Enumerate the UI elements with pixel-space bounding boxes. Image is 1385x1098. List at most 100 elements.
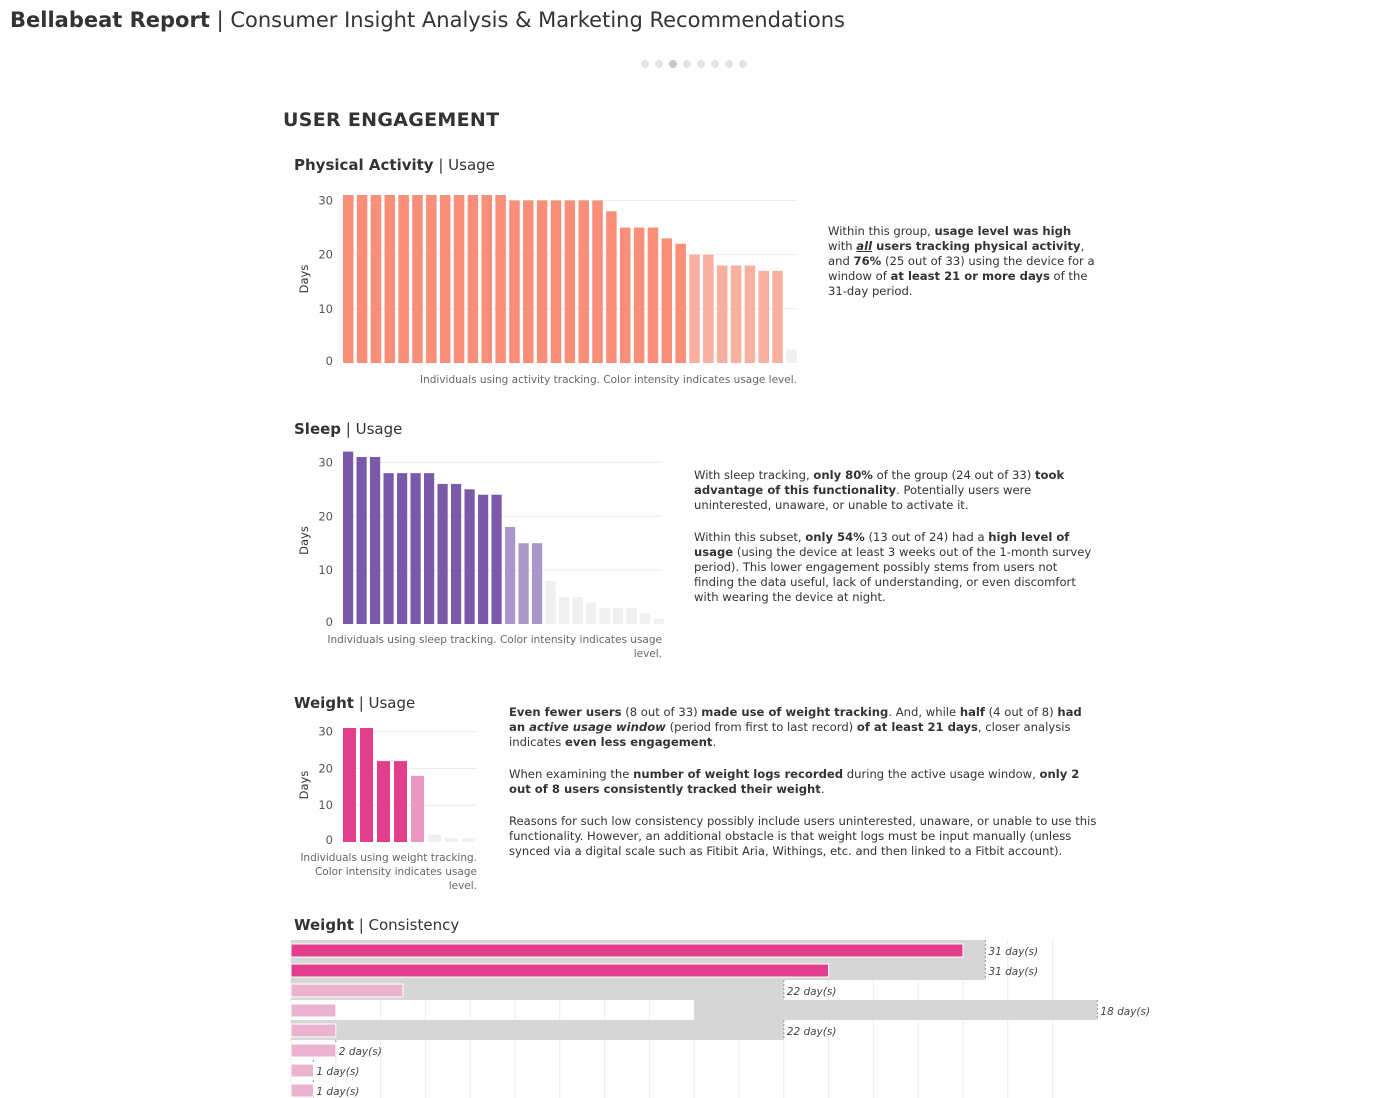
bar xyxy=(661,238,673,363)
bar xyxy=(758,270,769,363)
bar xyxy=(744,265,756,363)
y-tick-label: 0 xyxy=(326,833,333,847)
y-tick-label: 30 xyxy=(318,193,333,207)
pager-dot[interactable] xyxy=(669,60,677,68)
weight-usage-chart: 0 10 20 30 Days Individuals using weight trac… xyxy=(297,725,477,892)
pager-dot[interactable] xyxy=(697,60,705,68)
weight-log-bar xyxy=(290,1063,314,1078)
bar xyxy=(647,227,659,363)
bar xyxy=(383,473,394,624)
bar xyxy=(572,597,583,624)
bar xyxy=(464,489,475,624)
window-label: 22 day(s) xyxy=(787,1026,837,1038)
y-tick-label: 10 xyxy=(318,302,333,316)
report-title-bold: Bellabeat Report xyxy=(10,8,210,32)
bar xyxy=(703,254,714,363)
consistency-title-bold: Weight xyxy=(294,916,354,934)
bar xyxy=(675,243,686,363)
y-tick-label: 10 xyxy=(318,563,333,577)
bar xyxy=(653,618,664,624)
pager-dot[interactable] xyxy=(725,60,733,68)
report-title: Bellabeat Report | Consumer Insight Anal… xyxy=(10,8,845,32)
consistency-chart-title: Weight | Consistency xyxy=(294,916,459,934)
weight-log-bar xyxy=(290,1083,314,1098)
bar xyxy=(478,494,489,624)
pager-dot[interactable] xyxy=(711,60,719,68)
pager-dot[interactable] xyxy=(641,60,649,68)
bar xyxy=(592,200,603,363)
sleep-chart-title: Sleep | Usage xyxy=(294,420,402,438)
bar xyxy=(532,543,543,624)
bar xyxy=(786,349,797,363)
bar xyxy=(689,254,700,363)
bar xyxy=(599,607,610,624)
window-label: 2 day(s) xyxy=(339,1046,382,1058)
weight-title-rest: | Usage xyxy=(353,694,416,712)
bar xyxy=(451,483,462,624)
bar xyxy=(397,473,408,624)
bar xyxy=(370,195,382,363)
bar xyxy=(586,602,597,624)
bar xyxy=(394,761,407,842)
activity-chart-title: Physical Activity | Usage xyxy=(294,156,495,174)
slide-pager[interactable] xyxy=(641,60,747,68)
bar xyxy=(370,457,381,624)
weight-log-bar xyxy=(290,1043,337,1058)
weight-log-bar xyxy=(290,943,964,958)
bar xyxy=(620,227,631,363)
bar xyxy=(424,473,435,624)
y-tick-label: 20 xyxy=(318,509,333,523)
bar xyxy=(428,834,441,842)
bar xyxy=(343,728,356,842)
bar xyxy=(772,270,783,363)
bar xyxy=(356,457,367,624)
bar xyxy=(356,195,368,363)
usage-window-bar xyxy=(291,980,784,1000)
sleep-text: With sleep tracking, only 80% of the gro… xyxy=(694,468,1092,604)
pager-dot[interactable] xyxy=(739,60,747,68)
weight-log-bar xyxy=(290,1023,337,1038)
window-label: 1 day(s) xyxy=(316,1066,359,1078)
weight-title-bold: Weight xyxy=(294,694,354,712)
pager-dot[interactable] xyxy=(655,60,663,68)
chart-caption: Individuals using activity tracking. Col… xyxy=(420,374,797,386)
chart-caption: Individuals using sleep tracking. Color … xyxy=(327,634,662,646)
bar xyxy=(426,195,437,363)
activity-usage-chart: 0 10 20 30 Days Individuals using activity tr… xyxy=(297,193,797,386)
window-label: 18 day(s) xyxy=(1100,1006,1150,1018)
bar xyxy=(462,838,475,842)
window-label: 22 day(s) xyxy=(787,986,837,998)
consistency-title-rest: | Consistency xyxy=(353,916,460,934)
chart-caption: level. xyxy=(449,880,477,892)
sleep-usage-chart: 0 10 20 30 Days Individuals using sleep track… xyxy=(297,451,664,660)
bar xyxy=(633,227,645,363)
bar xyxy=(439,195,451,363)
weight-chart-title: Weight | Usage xyxy=(294,694,415,712)
y-tick-label: 30 xyxy=(318,725,333,739)
weight-text: Even fewer users (8 out of 33) made use … xyxy=(509,705,1097,858)
bar xyxy=(505,527,516,624)
bar xyxy=(445,838,458,842)
pager-dot[interactable] xyxy=(683,60,691,68)
section-title: USER ENGAGEMENT xyxy=(283,109,500,131)
chart-caption: Color intensity indicates usage xyxy=(315,866,477,878)
bar xyxy=(716,265,728,363)
y-axis-label: Days xyxy=(297,265,311,294)
bar xyxy=(509,200,520,363)
bar xyxy=(495,195,506,363)
bar xyxy=(626,607,637,624)
window-label: 31 day(s) xyxy=(988,946,1038,958)
bar xyxy=(545,580,556,624)
weight-log-bar xyxy=(290,983,404,998)
bar xyxy=(360,728,373,842)
bar xyxy=(398,195,409,363)
chart-caption: Individuals using weight tracking. xyxy=(300,852,477,864)
sleep-title-bold: Sleep xyxy=(294,420,342,438)
bar xyxy=(523,200,534,363)
bar xyxy=(453,195,465,363)
bar xyxy=(559,597,570,624)
bar xyxy=(437,483,448,624)
usage-window-bar xyxy=(291,1020,784,1040)
weight-log-bar xyxy=(290,963,830,978)
bar xyxy=(613,607,624,624)
